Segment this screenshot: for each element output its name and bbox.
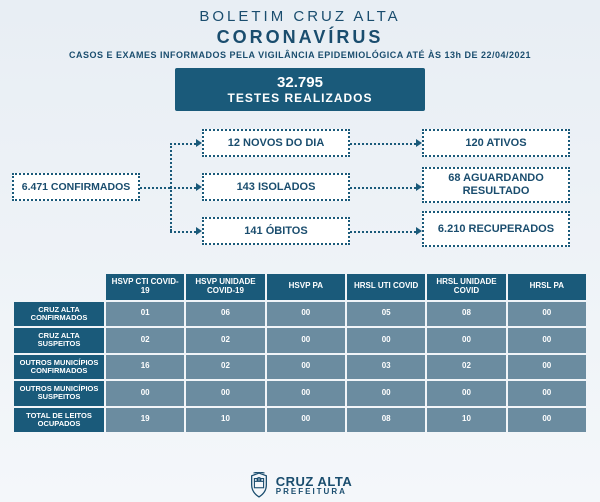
box-ativos: 120 ATIVOS xyxy=(422,129,570,157)
table-cell: 00 xyxy=(267,381,345,406)
box-novos: 12 NOVOS DO DIA xyxy=(202,129,350,157)
table-cell: 10 xyxy=(186,408,264,433)
table-cell: 00 xyxy=(508,328,586,353)
connector xyxy=(170,187,196,189)
table-cell: 03 xyxy=(347,355,425,380)
table-cell: 00 xyxy=(508,408,586,433)
box-aguardando: 68 AGUARDANDO RESULTADO xyxy=(422,167,570,203)
box-confirmados: 6.471 CONFIRMADOS xyxy=(12,173,140,201)
row-header: CRUZ ALTA CONFIRMADOS xyxy=(14,302,104,327)
table-cell: 00 xyxy=(186,381,264,406)
table-cell: 00 xyxy=(508,355,586,380)
col-header: HRSL UTI COVID xyxy=(347,274,425,300)
table-row: CRUZ ALTA SUSPEITOS020200000000 xyxy=(14,328,586,353)
beds-table: HSVP CTI COVID-19 HSVP UNIDADE COVID-19 … xyxy=(12,272,588,434)
col-header: HRSL PA xyxy=(508,274,586,300)
bulletin-page: BOLETIM CRUZ ALTA CORONAVÍRUS CASOS E EX… xyxy=(0,0,600,502)
table-cell: 00 xyxy=(267,328,345,353)
crest-icon xyxy=(248,472,270,498)
col-header: HSVP CTI COVID-19 xyxy=(106,274,184,300)
row-header: CRUZ ALTA SUSPEITOS xyxy=(14,328,104,353)
header-note: CASOS E EXAMES INFORMADOS PELA VIGILÂNCI… xyxy=(12,50,588,60)
table-row: TOTAL DE LEITOS OCUPADOS191000081000 xyxy=(14,408,586,433)
connector xyxy=(140,187,170,189)
connector xyxy=(350,143,416,145)
table-cell: 02 xyxy=(186,328,264,353)
table-cell: 00 xyxy=(267,355,345,380)
tests-label: TESTES REALIZADOS xyxy=(183,91,417,105)
box-obitos: 141 ÓBITOS xyxy=(202,217,350,245)
table-cell: 08 xyxy=(427,302,505,327)
footer-text: CRUZ ALTA PREFEITURA xyxy=(276,475,352,496)
table-row: OUTROS MUNICÍPIOS CONFIRMADOS16020003020… xyxy=(14,355,586,380)
col-header: HSVP UNIDADE COVID-19 xyxy=(186,274,264,300)
table-cell: 02 xyxy=(186,355,264,380)
connector xyxy=(350,187,416,189)
row-header: TOTAL DE LEITOS OCUPADOS xyxy=(14,408,104,433)
header-title: BOLETIM CRUZ ALTA xyxy=(12,8,588,25)
footer-city: CRUZ ALTA xyxy=(276,475,352,488)
box-recuperados: 6.210 RECUPERADOS xyxy=(422,211,570,247)
connector xyxy=(170,231,196,233)
table-cell: 10 xyxy=(427,408,505,433)
table-cell: 01 xyxy=(106,302,184,327)
row-header: OUTROS MUNICÍPIOS SUSPEITOS xyxy=(14,381,104,406)
box-isolados: 143 ISOLADOS xyxy=(202,173,350,201)
col-header: HSVP PA xyxy=(267,274,345,300)
header: BOLETIM CRUZ ALTA CORONAVÍRUS CASOS E EX… xyxy=(12,8,588,60)
table-row: OUTROS MUNICÍPIOS SUSPEITOS000000000000 xyxy=(14,381,586,406)
table-cell: 00 xyxy=(347,381,425,406)
table-cell: 00 xyxy=(508,302,586,327)
table-cell: 00 xyxy=(427,328,505,353)
row-header: OUTROS MUNICÍPIOS CONFIRMADOS xyxy=(14,355,104,380)
table-cell: 19 xyxy=(106,408,184,433)
table-cell: 08 xyxy=(347,408,425,433)
table-cell: 00 xyxy=(427,381,505,406)
connector xyxy=(170,143,196,145)
table-header-row: HSVP CTI COVID-19 HSVP UNIDADE COVID-19 … xyxy=(14,274,586,300)
footer-org: PREFEITURA xyxy=(276,488,352,496)
col-header: HRSL UNIDADE COVID xyxy=(427,274,505,300)
table-cell: 00 xyxy=(267,408,345,433)
table-cell: 02 xyxy=(427,355,505,380)
table-cell: 06 xyxy=(186,302,264,327)
table-cell: 00 xyxy=(267,302,345,327)
table-cell: 02 xyxy=(106,328,184,353)
table-cell: 05 xyxy=(347,302,425,327)
table-corner xyxy=(14,274,104,300)
table-cell: 00 xyxy=(508,381,586,406)
connector xyxy=(350,231,416,233)
table-cell: 00 xyxy=(347,328,425,353)
table-row: CRUZ ALTA CONFIRMADOS010600050800 xyxy=(14,302,586,327)
flow-diagram: 6.471 CONFIRMADOS 12 NOVOS DO DIA 143 IS… xyxy=(12,121,588,266)
footer: CRUZ ALTA PREFEITURA xyxy=(0,472,600,498)
table-cell: 00 xyxy=(106,381,184,406)
tests-box: 32.795 TESTES REALIZADOS xyxy=(175,68,425,111)
header-subtitle: CORONAVÍRUS xyxy=(12,27,588,48)
tests-value: 32.795 xyxy=(183,74,417,91)
table-cell: 16 xyxy=(106,355,184,380)
